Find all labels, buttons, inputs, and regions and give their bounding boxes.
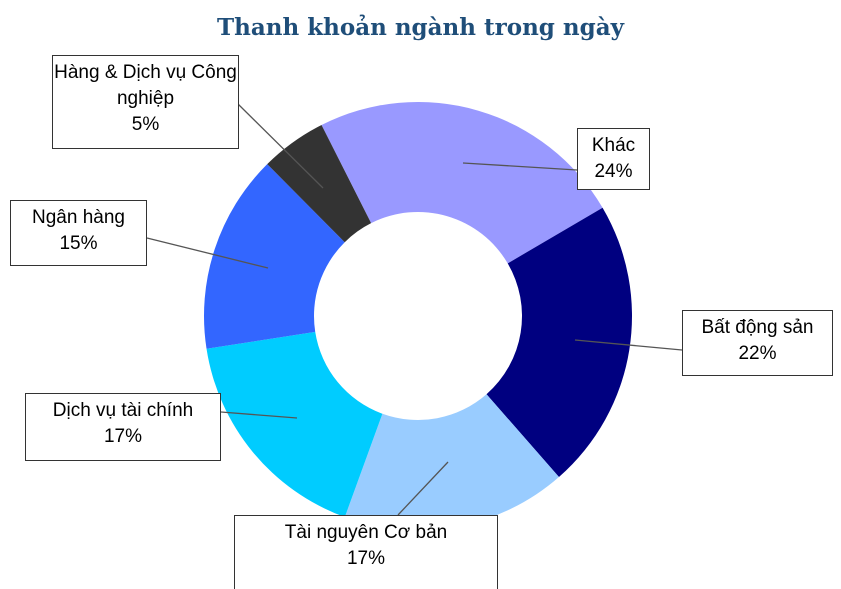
slice — [344, 394, 559, 530]
callout: Ngân hàng 15% — [10, 200, 147, 266]
category-label: Tài nguyên Cơ bản — [284, 522, 448, 543]
leader-line — [220, 411, 298, 419]
category-label: Bất động sản — [701, 317, 814, 338]
category-label: Khác — [591, 135, 636, 156]
value-label: 22% — [738, 343, 777, 364]
value-label: 17% — [103, 426, 143, 447]
leader-line — [237, 103, 324, 189]
leader-line — [146, 237, 269, 269]
leader-line — [462, 162, 578, 171]
slice — [206, 331, 383, 518]
category-label: Ngân hàng — [32, 207, 125, 228]
value-label: 5% — [131, 114, 160, 135]
slice — [203, 164, 345, 349]
value-label: 17% — [346, 548, 386, 569]
value-label: 24% — [594, 161, 633, 182]
callout: Dịch vụ tài chính 17% — [25, 393, 221, 461]
slice — [486, 207, 632, 478]
leader-line — [397, 461, 449, 516]
category-label: Dịch vụ tài chính — [52, 400, 194, 421]
callout: Tài nguyên Cơ bản 17% — [234, 515, 498, 589]
chart-title: Thanh khoản ngành trong ngày — [217, 14, 624, 41]
category-label: Hàng & Dịch vụ Công nghiệp — [54, 62, 237, 109]
callout: Bất động sản 22% — [682, 310, 833, 376]
slice — [321, 101, 603, 264]
callout: Khác 24% — [577, 128, 650, 190]
value-label: 15% — [59, 233, 98, 254]
leader-line — [574, 339, 683, 351]
callout: Hàng & Dịch vụ Công nghiệp 5% — [52, 55, 239, 149]
